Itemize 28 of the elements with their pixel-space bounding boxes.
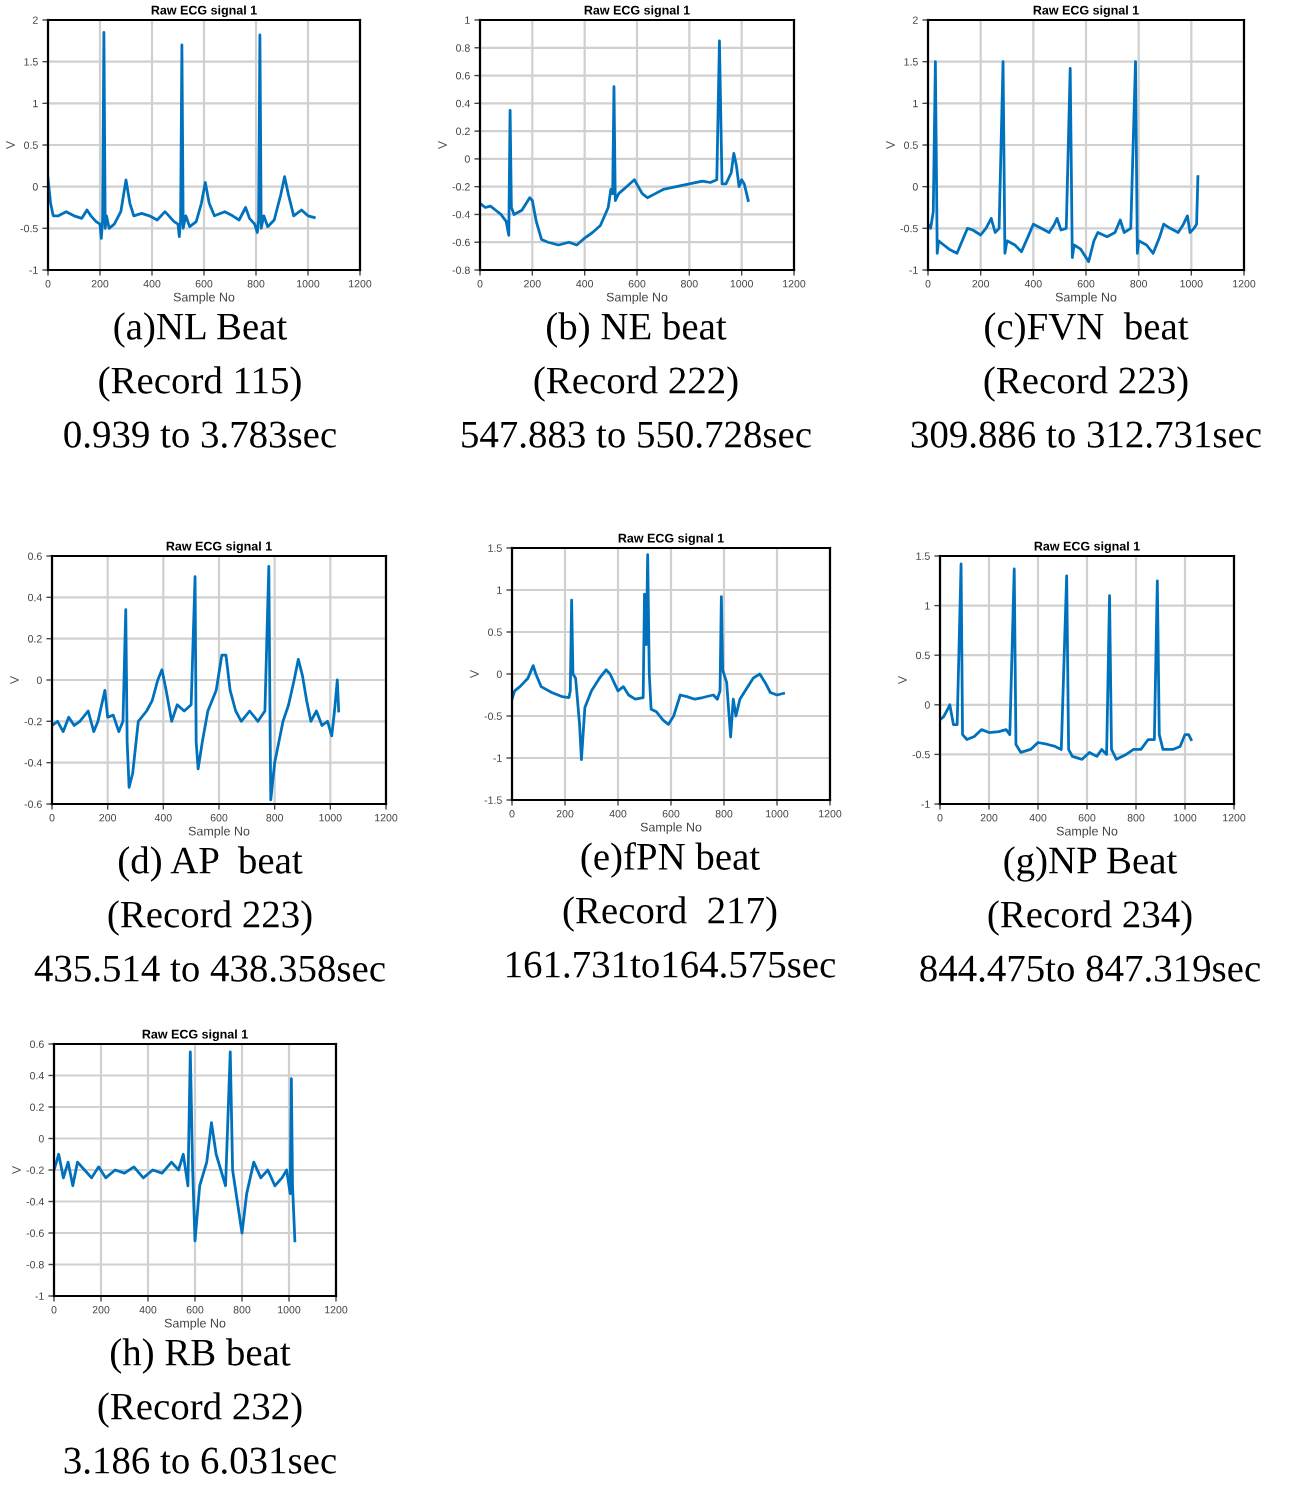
text: 161.731to164.575sec — [507, 951, 836, 978]
text: (g)NP Beat — [1004, 846, 1178, 882]
text: (Record 234) — [988, 900, 1192, 936]
text: (Record 217) — [563, 896, 777, 932]
text: (d) AP beat — [119, 846, 303, 882]
text: 309.886 to 312.731sec — [911, 421, 1261, 448]
line-series — [512, 553, 786, 762]
text: 435.514 to 438.358sec — [34, 955, 385, 982]
line-series — [54, 1050, 297, 1243]
line-series — [480, 39, 750, 247]
text: (Record 222) — [534, 366, 738, 402]
text: 844.475to 847.319sec — [920, 955, 1260, 982]
text: 547.883 to 550.728sec — [462, 421, 811, 448]
text: (h) RB beat — [110, 1338, 291, 1374]
line-series — [52, 564, 341, 802]
line-series — [48, 31, 316, 240]
text: 0.939 to 3.783sec — [64, 421, 336, 448]
text: (Record 223) — [108, 900, 312, 936]
text: (Record 223) — [984, 366, 1188, 402]
line-series — [940, 562, 1193, 761]
line-series — [928, 60, 1200, 264]
text: (e)fPN beat — [581, 842, 760, 878]
text: (b) NE beat — [547, 312, 727, 348]
text: (Record 232) — [98, 1392, 302, 1428]
text: (a)NL Beat — [114, 312, 288, 348]
text: 3.186 to 6.031sec — [64, 1447, 336, 1474]
text: (c)FVN beat — [985, 312, 1189, 348]
text: (Record 115) — [99, 366, 301, 402]
